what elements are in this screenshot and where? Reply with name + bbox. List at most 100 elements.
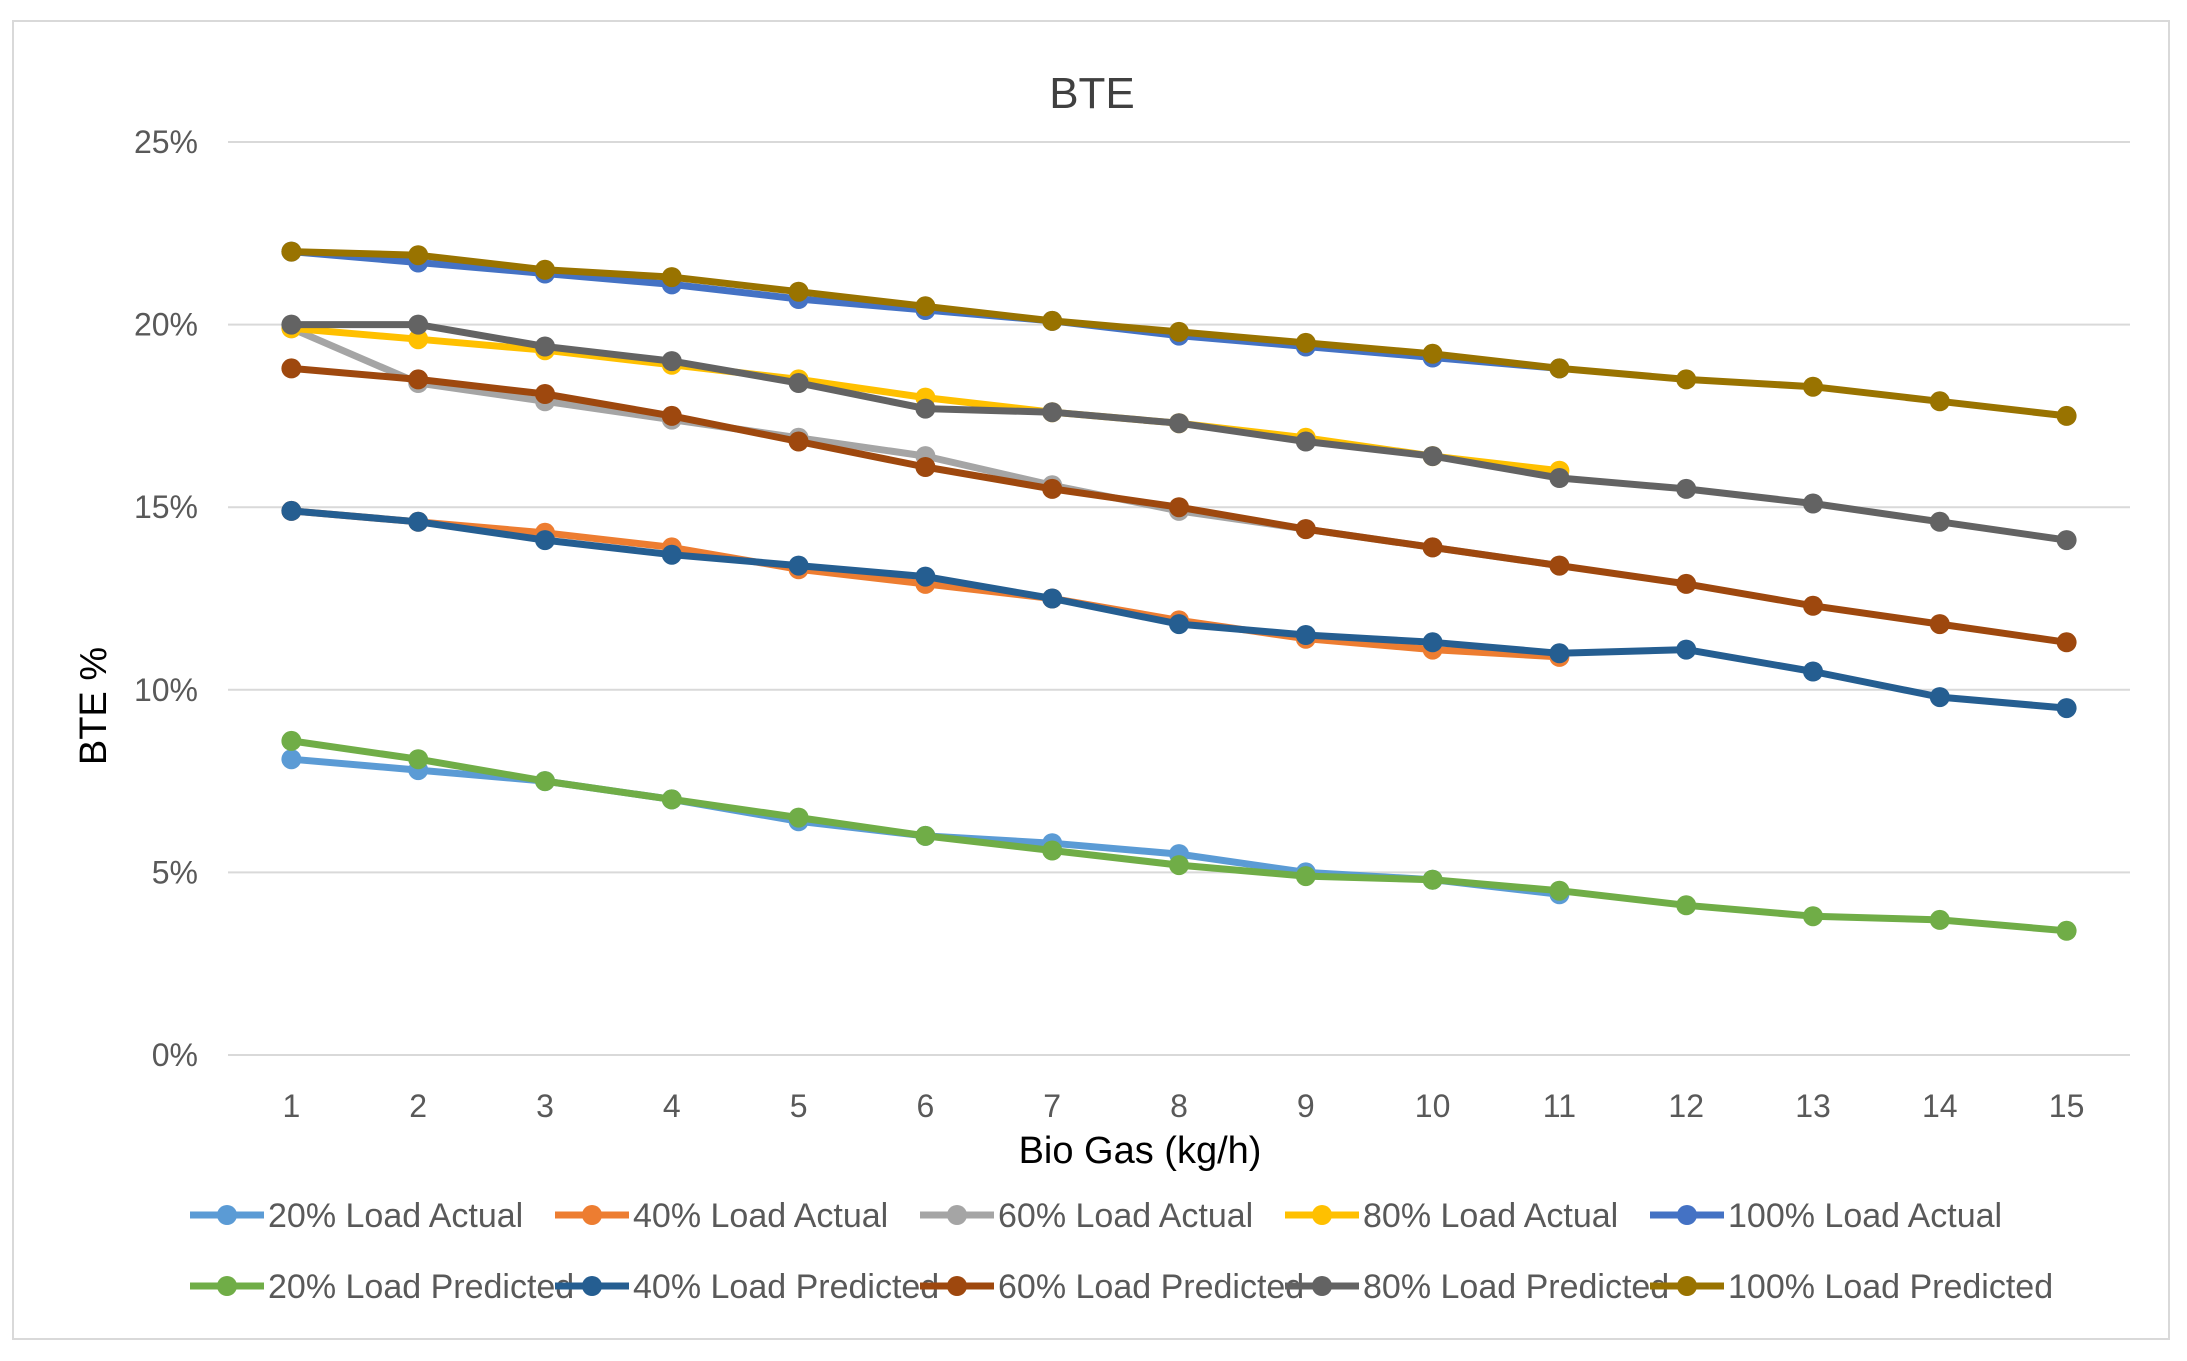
data-point bbox=[1929, 687, 1950, 708]
series-7 bbox=[281, 500, 2077, 719]
series-10 bbox=[281, 241, 2077, 426]
legend-marker bbox=[217, 1205, 237, 1225]
data-point bbox=[408, 245, 429, 266]
data-point bbox=[1549, 555, 1570, 576]
legend-marker bbox=[947, 1205, 967, 1225]
data-point bbox=[1803, 906, 1823, 927]
data-point bbox=[915, 825, 936, 846]
data-point bbox=[1169, 614, 1189, 635]
legend-marker bbox=[1677, 1205, 1697, 1225]
legend-item: 40% Load Predicted bbox=[555, 1268, 939, 1306]
series-line bbox=[287, 507, 2071, 712]
x-tick-label: 8 bbox=[1170, 1088, 1188, 1124]
x-tick-label: 9 bbox=[1297, 1088, 1315, 1124]
data-point bbox=[915, 457, 936, 477]
data-point bbox=[2056, 632, 2077, 653]
data-point bbox=[535, 771, 555, 792]
data-point bbox=[788, 807, 809, 828]
data-point bbox=[535, 336, 555, 357]
data-point bbox=[1676, 895, 1697, 916]
x-tick-label: 10 bbox=[1415, 1088, 1451, 1124]
x-tick-label: 15 bbox=[2049, 1088, 2085, 1124]
x-tick-label: 5 bbox=[790, 1088, 808, 1124]
legend-item: 40% Load Actual bbox=[555, 1197, 888, 1235]
data-point bbox=[1676, 573, 1697, 594]
data-point bbox=[1803, 493, 1823, 514]
data-point bbox=[1042, 402, 1063, 423]
series-8 bbox=[281, 358, 2077, 653]
data-point bbox=[661, 544, 682, 565]
data-point bbox=[915, 296, 936, 317]
data-point bbox=[1549, 468, 1570, 488]
y-axis-title: BTE % bbox=[73, 647, 115, 765]
legend-label: 80% Load Predicted bbox=[1363, 1268, 1669, 1306]
data-point bbox=[1042, 840, 1063, 861]
data-point bbox=[1549, 643, 1570, 664]
data-point bbox=[1042, 588, 1063, 609]
y-tick-label: 20% bbox=[134, 307, 198, 343]
x-tick-label: 2 bbox=[409, 1088, 427, 1124]
x-tick-label: 3 bbox=[536, 1088, 554, 1124]
data-point bbox=[1422, 869, 1443, 890]
legend-label: 60% Load Actual bbox=[998, 1197, 1253, 1235]
data-point bbox=[1169, 497, 1189, 518]
data-point bbox=[1295, 866, 1316, 887]
data-point bbox=[788, 431, 809, 452]
data-point bbox=[1042, 478, 1063, 499]
data-point bbox=[281, 749, 302, 770]
data-point bbox=[1169, 413, 1189, 434]
legend-marker bbox=[1312, 1276, 1332, 1296]
data-point bbox=[661, 267, 682, 288]
legend-label: 100% Load Actual bbox=[1728, 1197, 2002, 1235]
x-tick-label: 11 bbox=[1543, 1088, 1576, 1124]
data-point bbox=[2056, 530, 2077, 551]
data-point bbox=[1295, 519, 1316, 540]
x-tick-label: 13 bbox=[1795, 1088, 1831, 1124]
data-point bbox=[408, 749, 429, 770]
data-point bbox=[1803, 595, 1823, 616]
legend-marker bbox=[1677, 1276, 1697, 1296]
legend-item: 20% Load Actual bbox=[190, 1197, 523, 1235]
x-axis-title: Bio Gas (kg/h) bbox=[1019, 1130, 1262, 1172]
data-point bbox=[1676, 478, 1697, 499]
legend-marker bbox=[1312, 1205, 1332, 1225]
legend-item: 80% Load Actual bbox=[1285, 1197, 1618, 1235]
data-point bbox=[2056, 405, 2077, 426]
data-point bbox=[535, 384, 555, 404]
data-point bbox=[1929, 391, 1950, 412]
x-axis-ticks: 1 2 3 4 5 6 7 8 9 10 11 12 13 14 15 bbox=[283, 1088, 2085, 1124]
legend-marker bbox=[582, 1205, 602, 1225]
data-point bbox=[1929, 909, 1950, 930]
data-point bbox=[408, 314, 429, 335]
x-tick-label: 6 bbox=[917, 1088, 935, 1124]
legend-item: 100% Load Predicted bbox=[1650, 1268, 2053, 1306]
chart-title: BTE bbox=[1049, 69, 1135, 118]
y-tick-label: 25% bbox=[134, 124, 198, 160]
legend-item: 80% Load Predicted bbox=[1285, 1268, 1669, 1306]
legend-label: 20% Load Predicted bbox=[268, 1268, 574, 1306]
data-point bbox=[1676, 639, 1697, 660]
data-point bbox=[2056, 920, 2077, 941]
data-point bbox=[281, 314, 302, 335]
x-tick-label: 14 bbox=[1922, 1088, 1958, 1124]
data-point bbox=[661, 789, 682, 810]
x-tick-label: 7 bbox=[1043, 1088, 1061, 1124]
data-point bbox=[2056, 698, 2077, 719]
data-point bbox=[1169, 855, 1189, 876]
data-point bbox=[1676, 369, 1697, 390]
data-point bbox=[1422, 537, 1443, 558]
data-point bbox=[535, 530, 555, 551]
legend-marker bbox=[947, 1276, 967, 1296]
data-point bbox=[1929, 614, 1950, 635]
data-point bbox=[661, 351, 682, 372]
data-point bbox=[1803, 661, 1823, 682]
data-point bbox=[1549, 880, 1570, 901]
data-point bbox=[281, 500, 302, 521]
data-point bbox=[788, 281, 809, 302]
data-point bbox=[1929, 511, 1950, 532]
legend-label: 100% Load Predicted bbox=[1728, 1268, 2053, 1306]
x-tick-label: 4 bbox=[663, 1088, 681, 1124]
x-tick-label: 1 bbox=[283, 1088, 301, 1124]
data-point bbox=[1803, 376, 1823, 397]
y-tick-label: 0% bbox=[152, 1037, 198, 1073]
